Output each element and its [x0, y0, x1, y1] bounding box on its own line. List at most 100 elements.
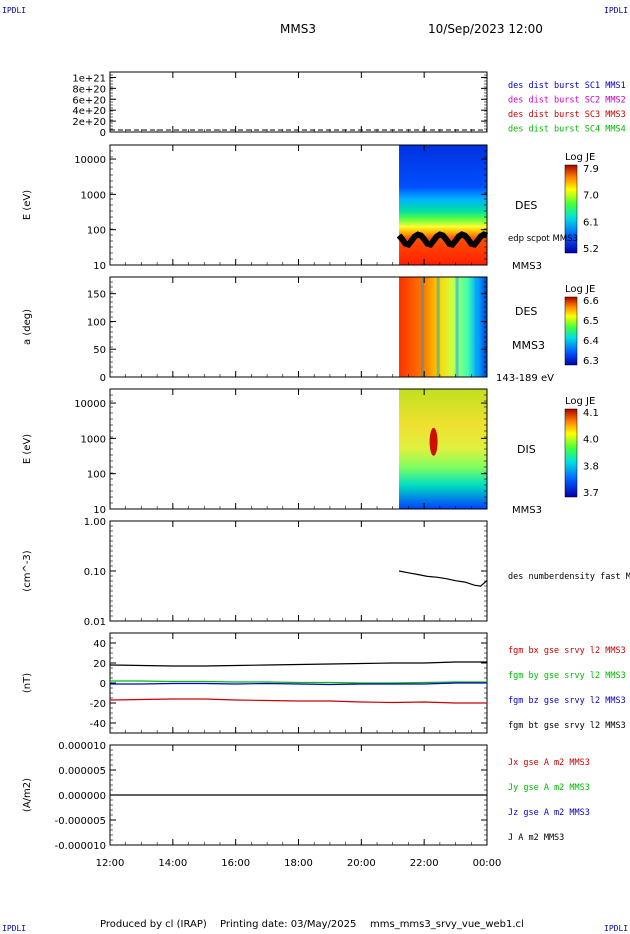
- colorbar-tick-label: 6.6: [583, 296, 599, 307]
- y-axis-label: E (eV): [22, 190, 33, 220]
- colorbar-tick-label: 6.4: [583, 336, 599, 347]
- colorbar-tick-label: 4.0: [583, 435, 599, 446]
- legend-entry: fgm bx gse srvy l2 MMS3: [508, 646, 626, 656]
- x-tick-label: 12:00: [96, 858, 125, 869]
- y-tick-label: 1000: [81, 434, 106, 445]
- y-tick-label: 0.01: [84, 617, 106, 628]
- y-tick-label: 10000: [74, 155, 106, 166]
- legend-entry: fgm by gse srvy l2 MMS3: [508, 671, 626, 681]
- y-axis-label: a (deg): [22, 309, 33, 345]
- y-tick-label: -20: [90, 699, 106, 710]
- legend-entry: Jz gse A m2 MMS3: [508, 808, 590, 818]
- corner-label-bottom-right: IPDLI: [604, 924, 629, 933]
- pitch-stripe: [474, 277, 478, 377]
- series-line: [110, 682, 487, 686]
- colorbar-tick-label: 3.8: [583, 461, 599, 472]
- y-tick-label: 100: [87, 226, 106, 237]
- panel-label: DES: [515, 305, 537, 318]
- y-tick-label: 8e+20: [72, 84, 106, 95]
- y-tick-label: 50: [93, 345, 106, 356]
- dis-hotspot: [429, 427, 438, 456]
- series-line: [110, 680, 487, 684]
- y-tick-label: 0: [100, 373, 106, 384]
- footer-produced: Produced by cl (IRAP): [100, 919, 207, 930]
- y-tick-label: 0.000005: [58, 766, 106, 777]
- colorbar-tick-label: 4.1: [583, 408, 599, 419]
- y-tick-label: 1.00: [84, 517, 106, 528]
- y-tick-label: 6e+20: [72, 95, 106, 106]
- x-tick-label: 00:00: [473, 858, 502, 869]
- y-tick-label: 20: [93, 659, 106, 670]
- colorbar-tick-label: 7.9: [583, 164, 599, 175]
- panel-label: DES: [515, 199, 537, 212]
- x-tick-label: 14:00: [158, 858, 187, 869]
- colorbar-tick-label: 3.7: [583, 488, 599, 499]
- corner-label-bottom-left: IPDLI: [2, 924, 27, 933]
- series-line: [109, 661, 487, 667]
- colorbar-tick-label: 7.0: [583, 191, 599, 202]
- y-tick-label: 100: [87, 317, 106, 328]
- legend-entry: fgm bz gse srvy l2 MMS3: [508, 696, 626, 706]
- y-axis-label: (nT): [22, 673, 33, 693]
- panel-frame-des-dist-burst: [109, 71, 488, 133]
- spacecraft-title: MMS3: [280, 22, 316, 36]
- y-tick-label: 0: [100, 128, 106, 139]
- legend-entry: Jy gse A m2 MMS3: [508, 783, 590, 793]
- y-axis-label: E (eV): [22, 434, 33, 464]
- panel-label: 143-189 eV: [496, 373, 554, 384]
- colorbar-tick-label: 6.5: [583, 316, 599, 327]
- x-tick-label: 16:00: [221, 858, 250, 869]
- y-tick-label: 1e+21: [72, 73, 106, 84]
- y-tick-label: 10: [93, 261, 106, 272]
- pitch-stripe: [455, 277, 459, 377]
- legend-entry: J A m2 MMS3: [508, 833, 564, 843]
- y-tick-label: 150: [87, 290, 106, 301]
- pitch-stripe: [421, 277, 425, 377]
- y-axis-label: (A/m2): [22, 778, 33, 812]
- y-tick-label: 0.000010: [58, 741, 106, 752]
- colorbar-tick-label: 6.3: [583, 356, 599, 367]
- y-tick-label: 100: [87, 470, 106, 481]
- pitch-stripe: [436, 277, 440, 377]
- panel-frame-density: [109, 520, 488, 622]
- spectrogram-des-pitch: [399, 277, 487, 377]
- scpot-trace: [396, 231, 489, 249]
- legend-entry: des dist burst SC3 MMS3: [508, 110, 626, 120]
- legend-entry: des numberdensity fast M: [508, 572, 630, 582]
- y-tick-label: 40: [93, 639, 106, 650]
- y-tick-label: 0.000000: [58, 791, 106, 802]
- legend-entry: fgm bt gse srvy l2 MMS3: [508, 721, 626, 731]
- series-line: [109, 698, 487, 704]
- y-tick-label: 0: [100, 679, 106, 690]
- legend-entry: des dist burst SC2 MMS2: [508, 96, 626, 106]
- colorbar-title: Log JE: [565, 396, 595, 407]
- series-line: [398, 570, 488, 587]
- datetime-title: 10/Sep/2023 12:00: [428, 22, 543, 36]
- corner-label-top-right: IPDLI: [604, 6, 629, 15]
- colorbar-des-pitch: [564, 296, 578, 366]
- legend-entry: des dist burst SC1 MMS1: [508, 81, 626, 91]
- y-tick-label: 10000: [74, 399, 106, 410]
- colorbar-tick-label: 5.2: [583, 244, 599, 255]
- panel-label: MMS3: [512, 505, 542, 516]
- x-tick-label: 22:00: [410, 858, 439, 869]
- panel-label: MMS3: [512, 261, 542, 272]
- panel-label: DIS: [517, 443, 536, 456]
- y-tick-label: -0.000005: [55, 816, 106, 827]
- y-tick-label: 2e+20: [72, 117, 106, 128]
- y-tick-label: 10: [93, 505, 106, 516]
- y-axis-label: (cm^-3): [22, 550, 33, 591]
- footer-filename: mms_mms3_srvy_vue_web1.cl: [370, 919, 524, 930]
- y-tick-label: 0.10: [84, 567, 106, 578]
- colorbar-tick-label: 6.1: [583, 217, 599, 228]
- legend-entry: Jx gse A m2 MMS3: [508, 758, 590, 768]
- panel-label: MMS3: [512, 339, 545, 352]
- spectrogram-dis-energy: [399, 389, 487, 509]
- colorbar-dis-energy: [564, 408, 578, 498]
- corner-label-top-left: IPDLI: [2, 6, 27, 15]
- legend-entry: des dist burst SC4 MMS4: [508, 125, 626, 135]
- colorbar-title: Log JE: [565, 284, 595, 295]
- y-tick-label: -0.000010: [55, 841, 106, 852]
- colorbar-title: Log JE: [565, 152, 595, 163]
